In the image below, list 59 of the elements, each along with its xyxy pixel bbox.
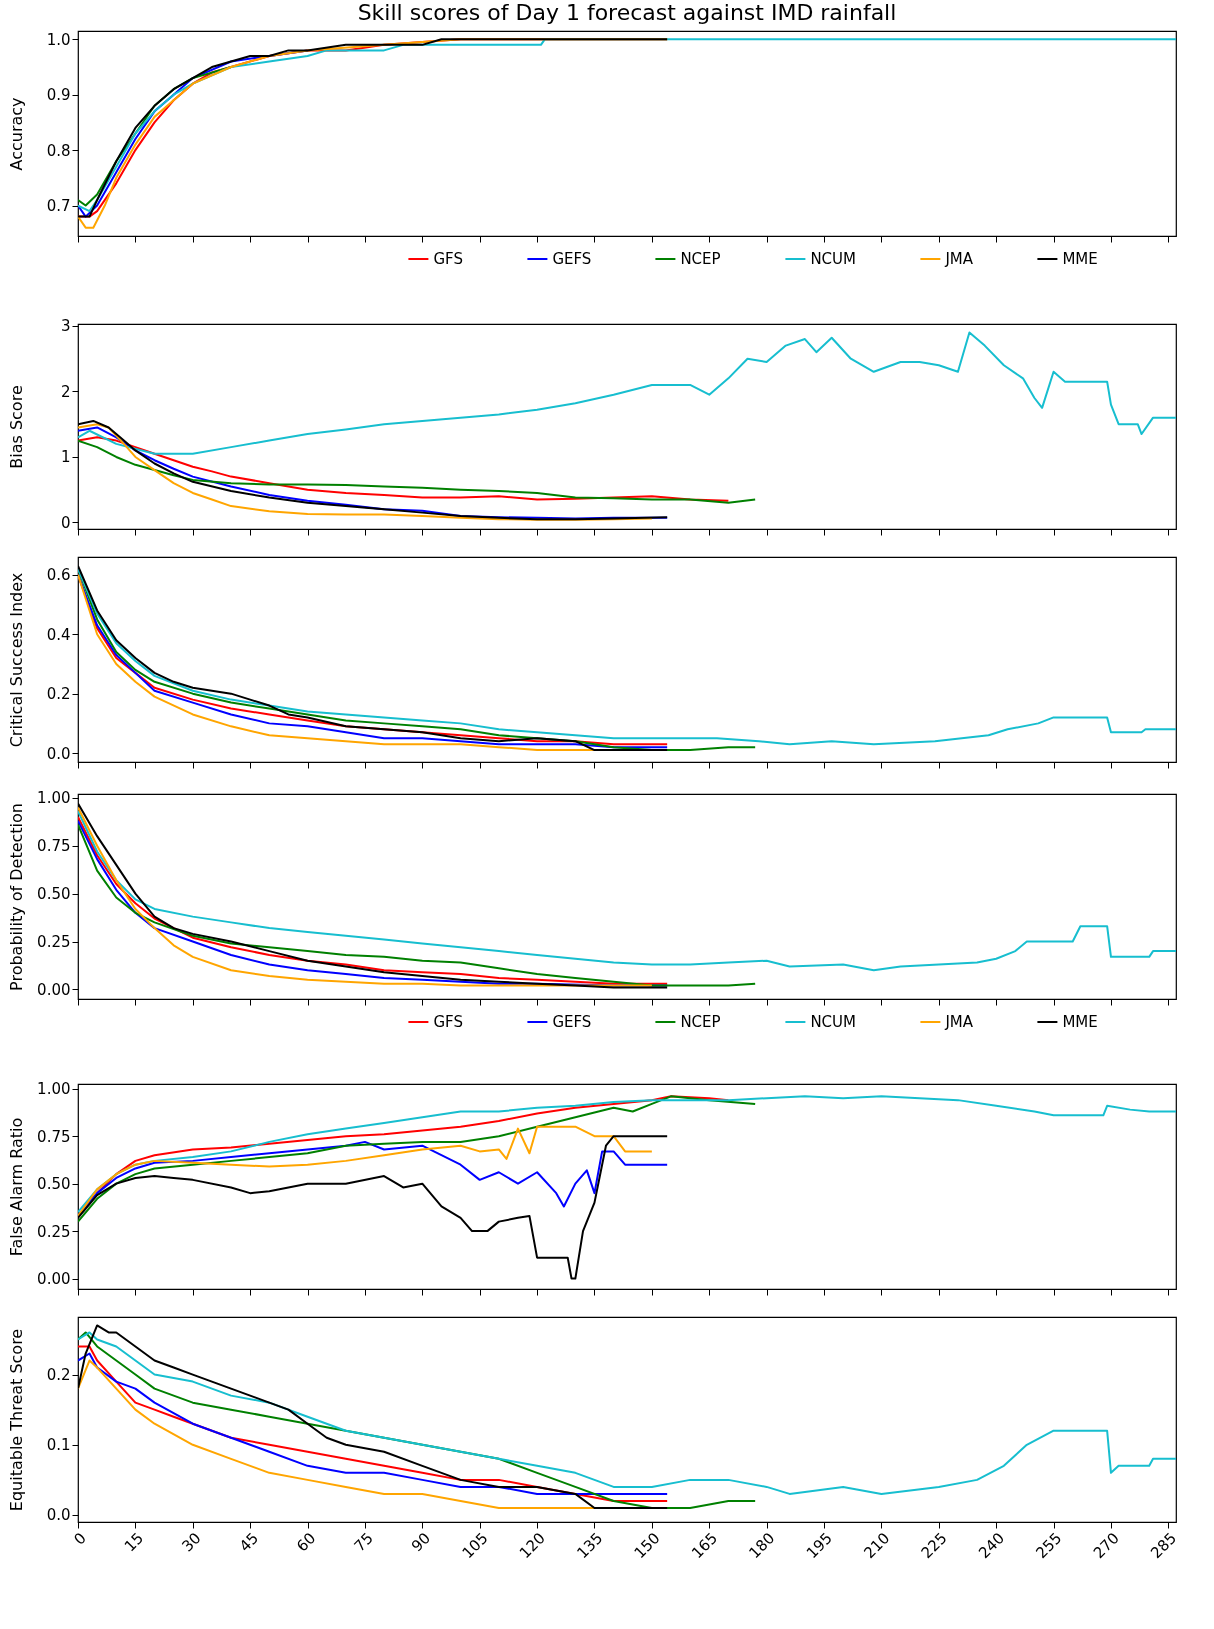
y-tick-label: 0.4 bbox=[46, 625, 71, 644]
y-tick-label: 1 bbox=[60, 448, 71, 467]
x-tick-label: 120 bbox=[515, 1529, 549, 1563]
x-tick-label: 135 bbox=[573, 1529, 607, 1563]
y-tick-label: 0.00 bbox=[37, 980, 71, 999]
y-tick-label: 3 bbox=[60, 317, 71, 336]
legend-label: NCEP bbox=[680, 250, 721, 268]
y-tick-label: 1.00 bbox=[37, 789, 71, 808]
y-axis-title: Equitable Threat Score bbox=[6, 1328, 26, 1512]
y-axis-title: Probability of Detection bbox=[6, 803, 26, 991]
y-tick-label: 0.0 bbox=[46, 1506, 71, 1525]
y-axis-title: Accuracy bbox=[6, 97, 26, 171]
y-tick-label: 2 bbox=[60, 382, 71, 401]
legend-label: GFS bbox=[433, 1013, 463, 1031]
x-tick-label: 195 bbox=[802, 1529, 836, 1563]
chart-title: Skill scores of Day 1 forecast against IMD rainfall bbox=[357, 0, 897, 25]
legend-label: NCUM bbox=[810, 1013, 857, 1031]
x-tick-label: 45 bbox=[235, 1529, 262, 1556]
x-tick-label: 210 bbox=[860, 1529, 894, 1563]
x-tick-label: 15 bbox=[120, 1529, 148, 1556]
y-tick-label: 1.0 bbox=[46, 30, 71, 49]
y-tick-label: 0 bbox=[60, 513, 71, 532]
y-axis-title: Critical Success Index bbox=[6, 572, 26, 748]
y-tick-label: 0.9 bbox=[46, 86, 71, 105]
legend-label: NCEP bbox=[680, 1013, 721, 1031]
y-tick-label: 0.25 bbox=[37, 1222, 71, 1241]
x-tick-label: 75 bbox=[350, 1529, 377, 1556]
legend-label: GFS bbox=[433, 250, 463, 268]
x-tick-label: 150 bbox=[630, 1529, 664, 1563]
x-tick-label: 255 bbox=[1032, 1529, 1066, 1563]
x-tick-label: 180 bbox=[745, 1529, 779, 1563]
y-tick-label: 0.50 bbox=[37, 1175, 71, 1194]
x-tick-label: 90 bbox=[407, 1529, 435, 1556]
y-axis-title: Bias Score bbox=[6, 385, 26, 469]
y-tick-label: 0.0 bbox=[46, 744, 71, 763]
y-axis-title: False Alarm Ratio bbox=[6, 1117, 26, 1257]
x-tick-label: 105 bbox=[458, 1529, 492, 1563]
legend-label: GEFS bbox=[552, 1013, 592, 1031]
legend-label: NCUM bbox=[810, 250, 857, 268]
y-tick-label: 0.2 bbox=[46, 1366, 71, 1385]
y-tick-label: 0.1 bbox=[46, 1436, 71, 1455]
y-tick-label: 1.00 bbox=[37, 1080, 71, 1099]
y-tick-label: 0.7 bbox=[46, 197, 71, 216]
legend-label: JMA bbox=[944, 250, 974, 268]
legend-label: GEFS bbox=[552, 250, 592, 268]
y-tick-label: 0.25 bbox=[37, 933, 71, 952]
legend-label: JMA bbox=[944, 1013, 974, 1031]
y-tick-label: 0.75 bbox=[37, 1127, 71, 1146]
y-tick-label: 0.50 bbox=[37, 885, 71, 904]
y-tick-label: 0.2 bbox=[46, 685, 71, 704]
y-tick-label: 0.75 bbox=[37, 837, 71, 856]
legend-label: MME bbox=[1062, 1013, 1098, 1031]
x-tick-label: 30 bbox=[178, 1529, 205, 1556]
legend-label: MME bbox=[1062, 250, 1098, 268]
y-tick-label: 0.6 bbox=[46, 566, 71, 585]
x-tick-label: 60 bbox=[293, 1529, 320, 1556]
y-tick-label: 0.8 bbox=[46, 141, 71, 160]
y-tick-label: 0.00 bbox=[37, 1270, 71, 1289]
x-tick-label: 165 bbox=[688, 1529, 722, 1563]
